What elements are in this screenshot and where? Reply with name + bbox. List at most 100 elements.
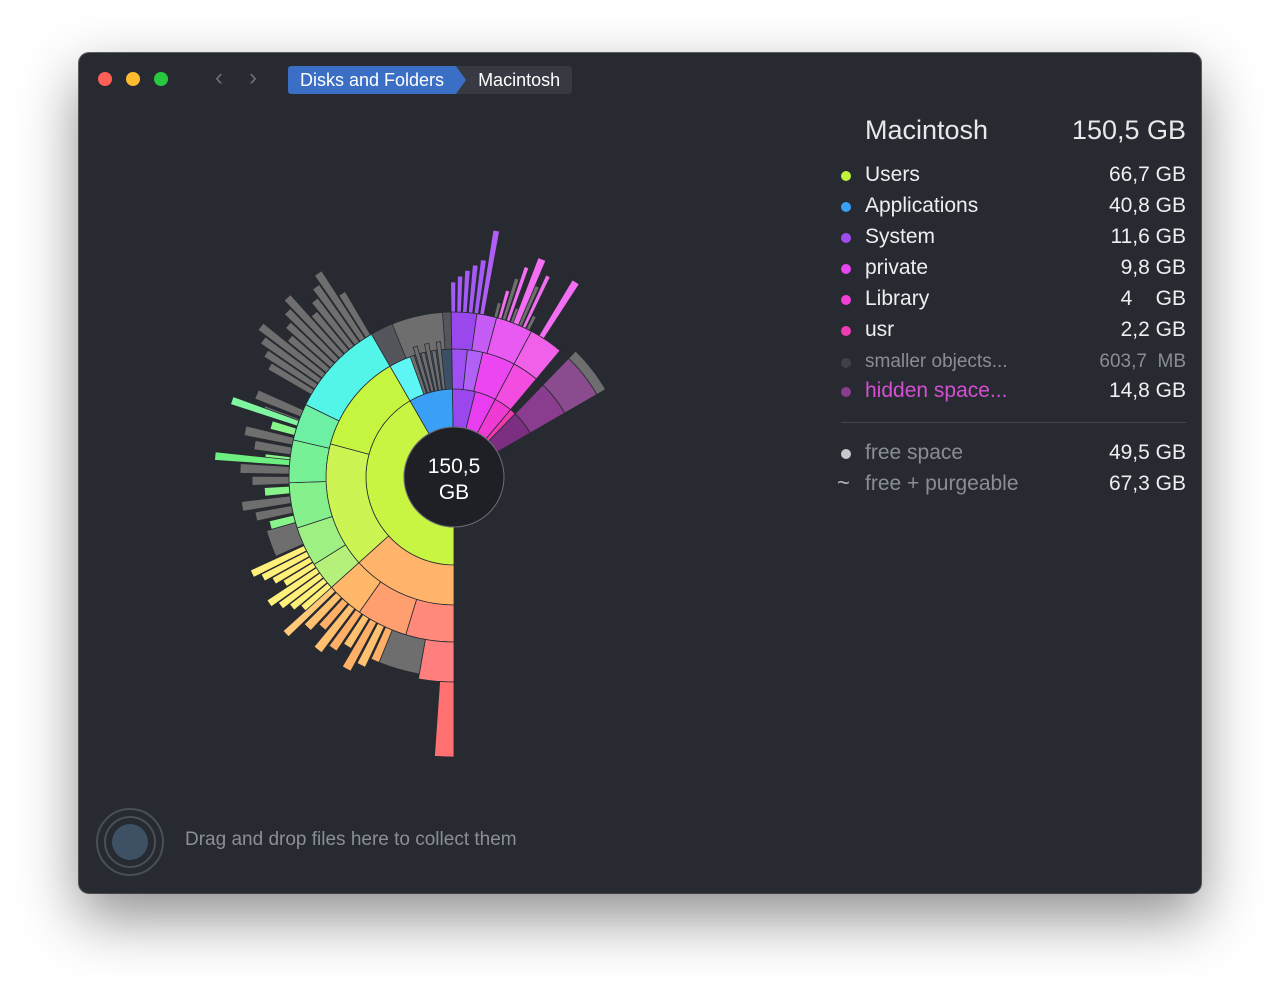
sunburst-segment[interactable] bbox=[266, 567, 321, 608]
legend-dot-icon bbox=[841, 449, 851, 459]
sunburst-segment[interactable] bbox=[289, 577, 328, 611]
legend-dot-icon bbox=[841, 326, 851, 336]
sunburst-segment[interactable] bbox=[370, 626, 393, 663]
sunburst-segment[interactable] bbox=[424, 342, 439, 392]
legend-item-size: 4 GB bbox=[1120, 287, 1186, 310]
legend-dot-icon bbox=[841, 264, 851, 274]
sunburst-center-unit: GB bbox=[439, 481, 469, 504]
disk-sunburst-chart[interactable]: 150,5 GB bbox=[79, 53, 839, 813]
legend-item-applications[interactable]: Applications 40,8 GB bbox=[837, 192, 1186, 220]
sunburst-segment[interactable] bbox=[254, 389, 304, 418]
tilde-icon: ~ bbox=[837, 470, 850, 495]
sunburst-segment[interactable] bbox=[260, 336, 323, 384]
legend-item-free-space: free space 49,5 GB bbox=[837, 439, 1186, 467]
sunburst-segment[interactable] bbox=[462, 269, 471, 313]
sunburst-segment[interactable] bbox=[435, 341, 446, 391]
legend-item-label: Library bbox=[865, 287, 930, 310]
sunburst-segment[interactable] bbox=[420, 351, 435, 393]
sunburst-segment[interactable] bbox=[269, 420, 297, 436]
sunburst-segment[interactable] bbox=[312, 283, 360, 346]
sunburst-segment[interactable] bbox=[341, 618, 378, 672]
legend-divider bbox=[841, 422, 1186, 423]
legend-item-label: private bbox=[865, 256, 929, 279]
sunburst-segment[interactable] bbox=[300, 582, 332, 612]
sunburst-segment[interactable] bbox=[260, 550, 310, 582]
legend-item-size: 11,6 GB bbox=[1110, 225, 1187, 248]
sunburst-segment[interactable] bbox=[338, 291, 372, 339]
sunburst-segment[interactable] bbox=[310, 297, 355, 350]
sunburst-segment[interactable] bbox=[501, 277, 520, 321]
sunburst-segment[interactable] bbox=[318, 598, 349, 631]
legend-item-system[interactable]: System 11,6 GB bbox=[837, 223, 1186, 251]
sunburst-segment[interactable] bbox=[525, 314, 537, 331]
sunburst-segment[interactable] bbox=[249, 545, 308, 578]
sunburst-segment[interactable] bbox=[277, 572, 324, 610]
sunburst-segment[interactable] bbox=[450, 281, 457, 313]
legend-item-label: usr bbox=[865, 318, 895, 341]
legend-item-usr[interactable]: usr 2,2 GB bbox=[837, 316, 1186, 344]
collector-icon[interactable] bbox=[95, 807, 165, 877]
legend-dot-icon bbox=[841, 202, 851, 212]
sunburst-segment[interactable] bbox=[328, 609, 363, 652]
sunburst-segment[interactable] bbox=[286, 334, 331, 374]
sunburst-segment[interactable] bbox=[229, 396, 300, 427]
sunburst-segment[interactable] bbox=[310, 310, 350, 355]
legend-item-label: System bbox=[865, 225, 936, 248]
sunburst-segment[interactable] bbox=[254, 505, 294, 522]
sunburst-segment[interactable] bbox=[243, 425, 295, 446]
sunburst-segment[interactable] bbox=[434, 681, 455, 758]
breadcrumb-disks-and-folders[interactable]: Disks and Folders bbox=[288, 66, 467, 94]
legend-item-private[interactable]: private 9,8 GB bbox=[837, 254, 1186, 282]
legend-item-library[interactable]: Library 4 GB bbox=[837, 285, 1186, 313]
close-window-button[interactable] bbox=[98, 72, 112, 86]
sunburst-segment[interactable] bbox=[473, 259, 487, 315]
sunburst-segment[interactable] bbox=[303, 592, 343, 632]
legend-item-hidden-space[interactable]: hidden space... 14,8 GB bbox=[837, 377, 1186, 405]
legend-item-size: 40,8 GB bbox=[1108, 194, 1186, 217]
sunburst-segment[interactable] bbox=[568, 350, 607, 396]
sunburst-segment[interactable] bbox=[497, 289, 511, 320]
legend-item-size: 603,7 MB bbox=[1099, 351, 1186, 372]
chevron-left-icon[interactable]: ‹ bbox=[215, 64, 223, 91]
sunburst-segment[interactable] bbox=[282, 561, 317, 588]
maximize-window-button[interactable] bbox=[154, 72, 168, 86]
sunburst-segment[interactable] bbox=[284, 321, 335, 369]
sunburst-segment[interactable] bbox=[356, 622, 385, 668]
sunburst-segment[interactable] bbox=[409, 354, 428, 395]
volume-total-size: 150,5 GB bbox=[1071, 115, 1186, 145]
sunburst-segment[interactable] bbox=[431, 349, 442, 391]
sunburst-segment[interactable] bbox=[467, 264, 479, 314]
breadcrumb-macintosh[interactable]: Macintosh bbox=[456, 66, 573, 94]
sunburst-center[interactable] bbox=[403, 426, 505, 528]
sunburst-segment[interactable] bbox=[267, 362, 315, 396]
sunburst-segment[interactable] bbox=[253, 440, 293, 456]
sunburst-segment[interactable] bbox=[456, 275, 464, 313]
sunburst-segment[interactable] bbox=[313, 270, 366, 342]
legend-item-size: 14,8 GB bbox=[1108, 379, 1186, 402]
sunburst-segment[interactable] bbox=[479, 229, 501, 316]
sunburst-segment[interactable] bbox=[268, 514, 296, 530]
legend-item-users[interactable]: Users 66,7 GB bbox=[837, 161, 1186, 189]
sunburst-segment[interactable] bbox=[521, 274, 551, 329]
sunburst-segment[interactable] bbox=[412, 345, 431, 394]
sunburst-segment[interactable] bbox=[512, 257, 547, 326]
sunburst-segment[interactable] bbox=[271, 556, 314, 585]
sunburst-segment[interactable] bbox=[505, 265, 530, 323]
sunburst-segment[interactable] bbox=[493, 301, 502, 319]
sunburst-segment[interactable] bbox=[239, 463, 290, 475]
sunburst-segment[interactable] bbox=[313, 603, 356, 654]
sunburst-segment[interactable] bbox=[283, 294, 345, 359]
sunburst-segment[interactable] bbox=[214, 451, 291, 466]
minimize-window-button[interactable] bbox=[126, 72, 140, 86]
sunburst-segment[interactable] bbox=[283, 307, 340, 364]
sunburst-segment[interactable] bbox=[263, 349, 319, 390]
sunburst-segment[interactable] bbox=[538, 279, 580, 340]
sunburst-segment[interactable] bbox=[263, 485, 291, 497]
legend-item-smaller-objects[interactable]: smaller objects... 603,7 MB bbox=[837, 348, 1186, 376]
chevron-right-icon[interactable]: › bbox=[249, 64, 257, 91]
sunburst-segment[interactable] bbox=[343, 614, 370, 649]
sunburst-segment[interactable] bbox=[251, 475, 290, 486]
legend-item-size: 2,2 GB bbox=[1120, 318, 1186, 341]
sunburst-segment[interactable] bbox=[240, 495, 292, 512]
sunburst-segment[interactable] bbox=[257, 322, 327, 379]
